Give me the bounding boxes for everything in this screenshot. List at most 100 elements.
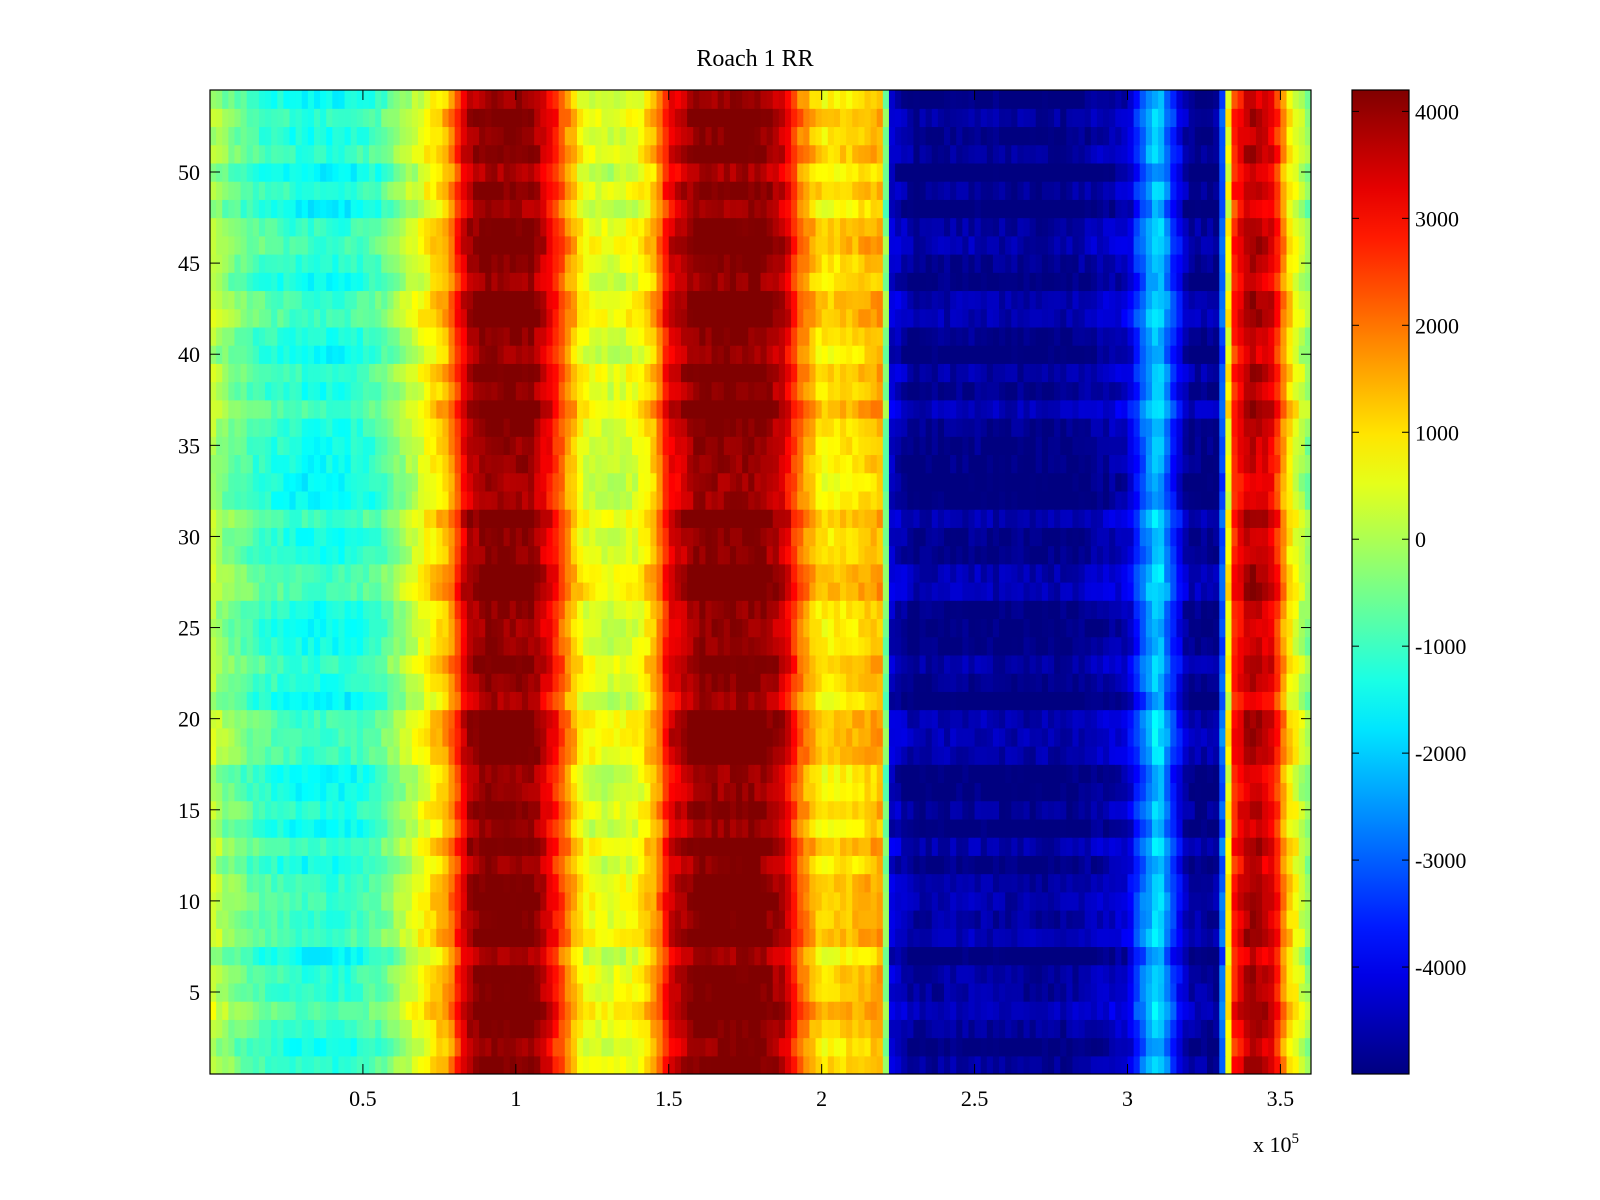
heatmap-cell — [436, 1037, 444, 1057]
heatmap-cell — [888, 800, 896, 820]
heatmap-cell — [595, 673, 603, 692]
heatmap-cell — [791, 782, 798, 802]
heatmap-cell — [558, 873, 566, 893]
heatmap-cell — [1060, 1019, 1067, 1039]
heatmap-cell — [570, 837, 578, 856]
heatmap-cell — [1268, 618, 1275, 638]
heatmap-cell — [778, 946, 786, 966]
heatmap-cell — [1170, 855, 1178, 875]
heatmap-cell — [809, 946, 817, 966]
heatmap-cell — [809, 818, 817, 838]
heatmap-cell — [258, 782, 266, 802]
heatmap-cell — [1274, 746, 1282, 765]
heatmap-cell — [387, 837, 395, 856]
heatmap-cell — [546, 582, 554, 601]
heatmap-cell — [699, 563, 707, 583]
heatmap-cell — [1164, 873, 1171, 893]
heatmap-cell — [827, 1001, 835, 1020]
heatmap-cell — [1011, 746, 1018, 765]
heatmap-cell — [344, 1019, 352, 1039]
heatmap-cell — [1231, 764, 1239, 784]
heatmap-cell — [974, 727, 982, 747]
heatmap-cell — [833, 727, 841, 747]
heatmap-cell — [424, 982, 431, 1002]
heatmap-cell — [326, 891, 333, 911]
heatmap-cell — [246, 746, 254, 765]
heatmap-cell — [1219, 782, 1226, 802]
heatmap-cell — [448, 1001, 456, 1020]
heatmap-cell — [601, 600, 609, 620]
heatmap-cell — [1213, 618, 1220, 638]
heatmap-cell — [1200, 582, 1208, 601]
heatmap-cell — [436, 582, 444, 601]
heatmap-cell — [601, 582, 609, 601]
heatmap-cell — [1005, 946, 1012, 966]
heatmap-cell — [534, 891, 541, 911]
heatmap-cell — [344, 818, 352, 838]
heatmap-cell — [1084, 600, 1092, 620]
heatmap-cell — [840, 1037, 847, 1057]
heatmap-cell — [644, 837, 651, 856]
heatmap-cell — [937, 982, 945, 1002]
heatmap-cell — [944, 654, 951, 674]
heatmap-cell — [760, 818, 768, 838]
heatmap-cell — [956, 1055, 963, 1074]
heatmap-cell — [295, 910, 303, 929]
heatmap-cell — [307, 946, 315, 966]
heatmap-cell — [442, 982, 450, 1002]
heatmap-cell — [748, 636, 755, 656]
heatmap-cell — [564, 764, 572, 784]
heatmap-cell — [638, 727, 645, 747]
heatmap-cell — [925, 782, 933, 802]
heatmap-cell — [540, 1001, 548, 1020]
heatmap-cell — [632, 582, 639, 601]
heatmap-cell — [265, 800, 272, 820]
heatmap-cell — [638, 1037, 645, 1057]
heatmap-cell — [344, 746, 352, 765]
heatmap-cell — [674, 891, 682, 911]
heatmap-cell — [442, 782, 450, 802]
heatmap-cell — [1023, 654, 1031, 674]
heatmap-cell — [619, 1055, 627, 1074]
heatmap-cell — [687, 764, 694, 784]
heatmap-cell — [613, 818, 621, 838]
heatmap-cell — [491, 673, 499, 692]
heatmap-cell — [344, 582, 352, 601]
heatmap-cell — [485, 837, 492, 856]
heatmap-cell — [736, 818, 743, 838]
heatmap-cell — [919, 873, 927, 893]
heatmap-cell — [1011, 1001, 1018, 1020]
heatmap-cell — [289, 818, 297, 838]
heatmap-cell — [1262, 800, 1269, 820]
heatmap-cell — [1109, 964, 1116, 984]
heatmap-cell — [283, 910, 291, 929]
heatmap-cell — [772, 873, 780, 893]
heatmap-cell — [1145, 855, 1153, 875]
heatmap-cell — [411, 910, 419, 929]
heatmap-cell — [937, 800, 945, 820]
heatmap-cell — [1145, 727, 1153, 747]
heatmap-cell — [852, 891, 859, 911]
heatmap-cell — [277, 855, 284, 875]
heatmap-cell — [1017, 891, 1025, 911]
heatmap-cell — [980, 600, 988, 620]
heatmap-cell — [907, 982, 915, 1002]
heatmap-cell — [687, 891, 694, 911]
heatmap-cell — [1133, 600, 1141, 620]
heatmap-cell — [313, 673, 321, 692]
heatmap-cell — [1200, 673, 1208, 692]
heatmap-cell — [607, 982, 615, 1002]
heatmap-cell — [589, 582, 596, 601]
heatmap-cell — [1109, 582, 1116, 601]
heatmap-cell — [803, 727, 811, 747]
heatmap-cell — [858, 691, 866, 711]
heatmap-cell — [674, 946, 682, 966]
heatmap-cell — [974, 764, 982, 784]
heatmap-cell — [1072, 855, 1080, 875]
heatmap-cell — [1041, 891, 1049, 911]
heatmap-cell — [356, 1055, 364, 1074]
heatmap-cell — [265, 818, 272, 838]
heatmap-cell — [424, 764, 431, 784]
heatmap-cell — [540, 891, 548, 911]
heatmap-cell — [1011, 563, 1018, 583]
